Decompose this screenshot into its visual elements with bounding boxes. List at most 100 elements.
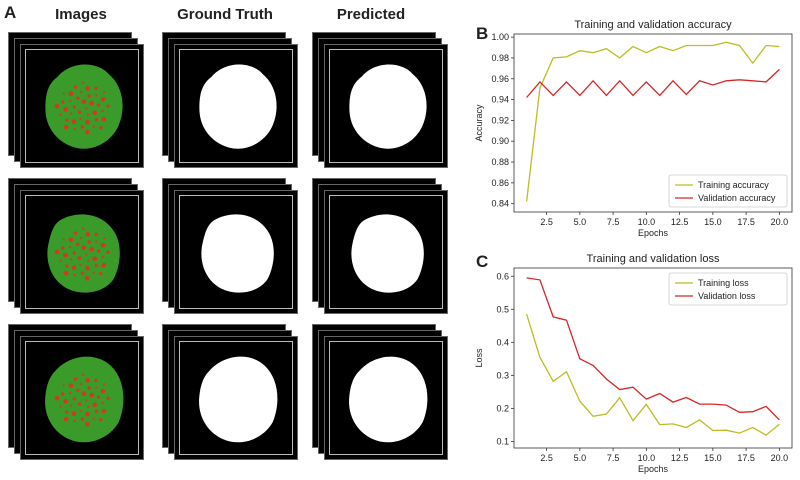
- cell-speckle: [71, 265, 77, 271]
- y-tick-label: 0.5: [496, 304, 509, 314]
- cell-speckle: [94, 86, 98, 91]
- predicted-column-heading: Predicted: [336, 6, 406, 23]
- ground-truth-mask-stack: [162, 178, 307, 328]
- cell-speckle: [99, 125, 103, 130]
- cell-speckle: [85, 107, 88, 110]
- cell-speckle: [85, 253, 88, 256]
- cell-speckle: [94, 378, 98, 383]
- y-tick-label: 0.1: [496, 436, 509, 446]
- image-tile: [324, 336, 448, 460]
- cell-speckle: [85, 231, 90, 237]
- cell-speckle: [77, 402, 82, 406]
- cell-speckle: [69, 99, 72, 103]
- cell-speckle: [85, 399, 88, 402]
- cell-speckle: [95, 240, 98, 243]
- cell-speckle: [70, 404, 73, 407]
- cell-speckle: [79, 236, 83, 239]
- cell-speckle: [73, 273, 76, 277]
- y-tick-label: 0.98: [491, 53, 509, 63]
- legend-box: [668, 174, 788, 208]
- x-tick-label: 5.0: [574, 453, 587, 463]
- panel-label-a: A: [4, 3, 17, 22]
- cell-speckle: [101, 401, 104, 405]
- cell-speckle: [76, 96, 80, 100]
- cell-speckle: [61, 100, 65, 104]
- cell-speckle: [106, 250, 110, 254]
- y-tick-label: 0.86: [491, 178, 509, 188]
- cell-speckle: [92, 256, 98, 262]
- y-axis-label: Loss: [474, 348, 484, 368]
- x-tick-label: 2.5: [540, 217, 553, 227]
- x-tick-label: 7.5: [607, 217, 620, 227]
- cell-speckle: [54, 249, 60, 255]
- cell-speckle: [106, 104, 110, 108]
- legend-label: Training accuracy: [698, 180, 769, 190]
- legend-label: Training loss: [698, 278, 749, 288]
- cell-speckle: [89, 246, 94, 252]
- cell-speckle: [92, 110, 98, 116]
- cell-speckle: [68, 237, 74, 242]
- panel-label-b: B: [476, 24, 489, 43]
- cell-speckle: [96, 395, 101, 399]
- cell-speckle: [101, 408, 107, 414]
- x-tick-label: 17.5: [737, 453, 755, 463]
- image-tile: [324, 190, 448, 314]
- chart-title: Training and validation accuracy: [574, 19, 732, 31]
- microscopy-image-stack: [8, 178, 153, 328]
- cell-speckle: [87, 94, 91, 98]
- legend-box: [668, 272, 788, 306]
- x-tick-label: 15.0: [704, 217, 722, 227]
- cell-speckle: [72, 397, 77, 401]
- cell-speckle: [71, 411, 77, 417]
- segmentation-mask: [199, 64, 277, 149]
- cell-speckle: [85, 411, 90, 417]
- y-tick-label: 1.00: [491, 32, 509, 42]
- cell-speckle: [87, 113, 90, 116]
- cell-speckle: [79, 117, 82, 121]
- image-tile: [20, 44, 144, 168]
- image-tile: [20, 336, 144, 460]
- x-axis-label: Epochs: [638, 464, 669, 474]
- ground-truth-mask-stack: [162, 324, 307, 474]
- cell-speckle: [101, 109, 104, 113]
- cell-speckle: [96, 249, 101, 253]
- cell-speckle: [95, 386, 98, 389]
- cell-speckle: [85, 275, 90, 281]
- cell-speckle: [85, 129, 90, 135]
- cell-speckle: [100, 96, 106, 102]
- cell-speckle: [72, 105, 77, 109]
- cell-speckle: [73, 127, 76, 131]
- cell-image: [45, 64, 123, 149]
- cell-speckle: [63, 106, 68, 112]
- cell-speckle: [94, 263, 99, 268]
- cell-speckle: [59, 405, 62, 408]
- cell-speckle: [94, 409, 99, 414]
- training-series-line: [525, 314, 780, 436]
- cell-speckle: [87, 240, 91, 244]
- cell-speckle: [73, 419, 76, 423]
- microscopy-image-stack: [8, 32, 153, 182]
- image-tile: [174, 336, 298, 460]
- microscopy-image-stack: [8, 324, 153, 474]
- cell-speckle: [81, 99, 87, 105]
- cell-speckle: [63, 124, 69, 130]
- cell-speckle: [63, 252, 68, 258]
- cell-speckle: [87, 259, 90, 262]
- cell-speckle: [89, 100, 94, 106]
- predicted-mask-stack: [312, 178, 457, 328]
- ground-truth-column-heading: Ground Truth: [177, 6, 273, 23]
- x-axis-label: Epochs: [638, 228, 669, 238]
- cell-speckle: [82, 81, 85, 84]
- cell-speckle: [85, 377, 90, 383]
- x-tick-label: 5.0: [574, 217, 587, 227]
- loss-chart: Training and validation loss 2.5 5.0 7.5 10.…: [474, 253, 793, 474]
- cell-speckle: [65, 264, 69, 268]
- cell-speckle: [101, 255, 104, 259]
- cell-speckle: [79, 263, 82, 267]
- x-tick-label: 12.5: [671, 453, 689, 463]
- x-tick-label: 10.0: [638, 453, 656, 463]
- cell-speckle: [61, 392, 65, 396]
- x-tick-label: 2.5: [540, 453, 553, 463]
- cell-speckle: [65, 410, 69, 414]
- cell-speckle: [80, 271, 85, 275]
